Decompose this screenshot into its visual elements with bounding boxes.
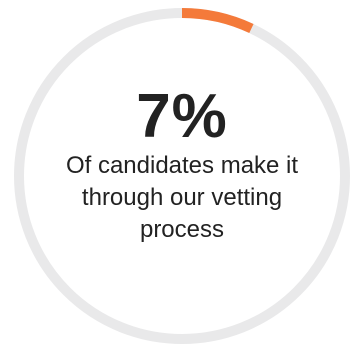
stat-text: 7% Of candidates make it through our vet…	[62, 86, 302, 246]
ring-progress-arc	[181, 8, 254, 34]
stat-percentage: 7%	[136, 82, 228, 151]
stat-caption: Of candidates make it through our vettin…	[65, 152, 299, 243]
